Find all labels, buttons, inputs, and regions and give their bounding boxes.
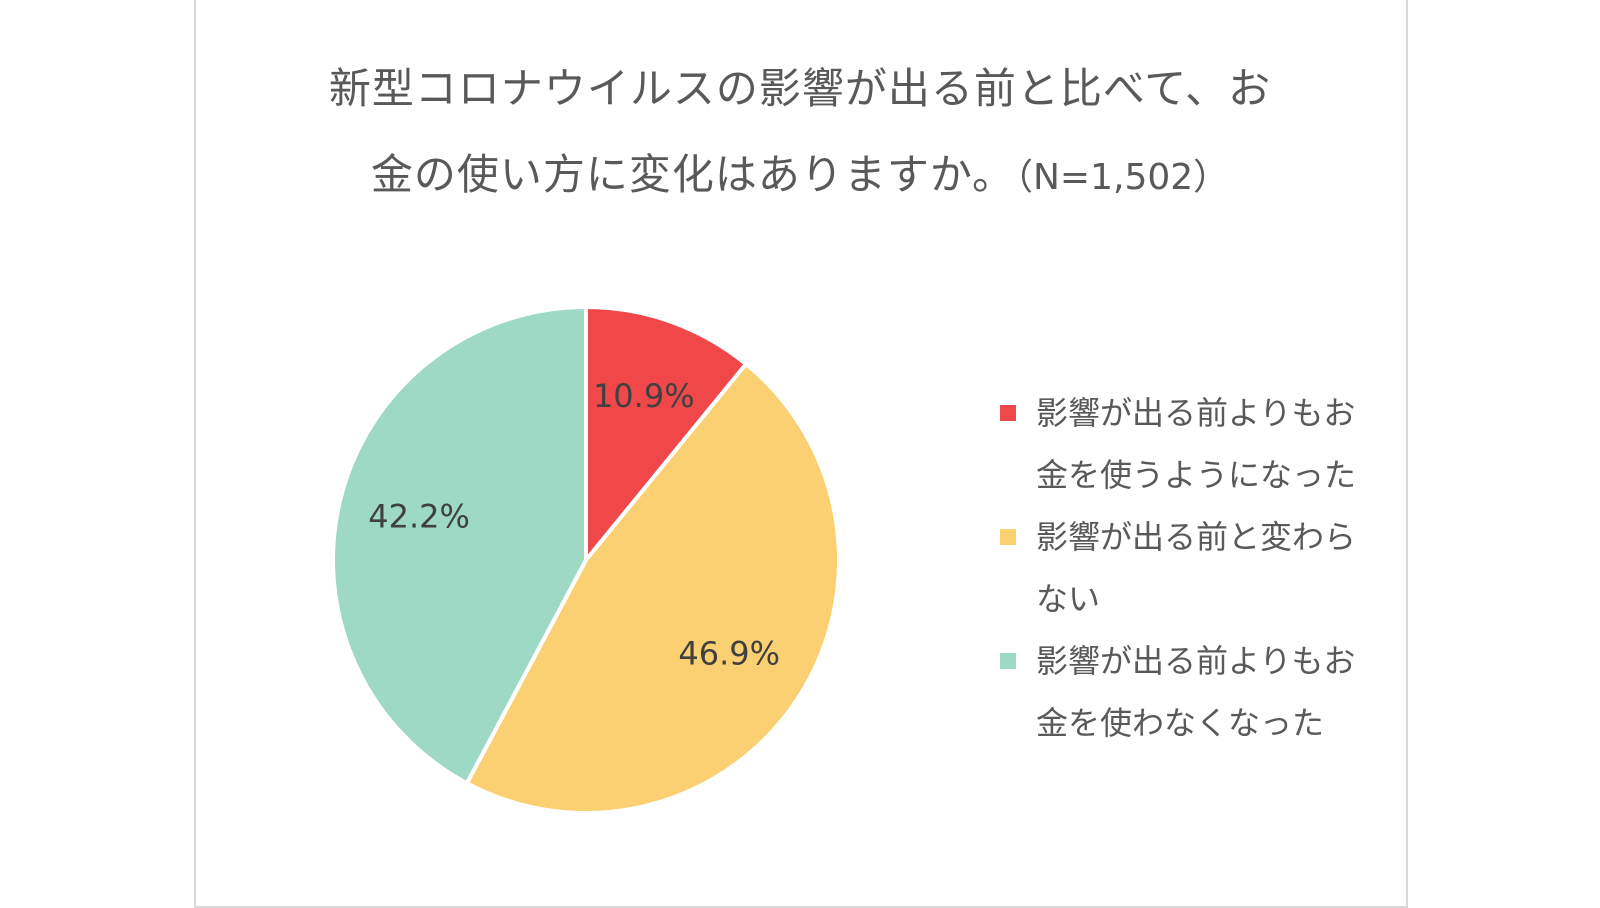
data-label-less-spending: 42.2% — [368, 497, 470, 535]
pie-slices — [331, 305, 841, 815]
chart-title-question: 金の使い方に変化はありますか。 — [370, 150, 1015, 199]
legend-swatch-no-change — [1000, 529, 1016, 545]
pie-slice-less-spending — [331, 305, 588, 786]
legend-item-no-change: 影響が出る前と変わら ない — [1000, 506, 1380, 630]
chart-title-line-1: 新型コロナウイルスの影響が出る前と比べて、お — [328, 64, 1272, 113]
pie-labels: 10.9% 46.9% 42.2% — [368, 377, 780, 672]
legend-swatch-less-spending — [1000, 653, 1016, 669]
data-label-more-spending: 10.9% — [593, 377, 695, 415]
legend-label-no-change: 影響が出る前と変わら ない — [1036, 518, 1357, 618]
chart-legend: 影響が出る前よりもお 金を使うようになった 影響が出る前と変わら ない 影響が出… — [1000, 382, 1380, 754]
legend-item-less-spending: 影響が出る前よりもお 金を使わなくなった — [1000, 630, 1380, 754]
pie-slice-more-spending — [584, 305, 749, 562]
legend-item-more-spending: 影響が出る前よりもお 金を使うようになった — [1000, 382, 1380, 506]
chart-title: 新型コロナウイルスの影響が出る前と比べて、お 金の使い方に変化はありますか。（N… — [0, 46, 1600, 221]
sample-size-label: （N=1,502） — [1015, 157, 1230, 198]
data-label-no-change: 46.9% — [678, 634, 780, 672]
legend-label-less-spending: 影響が出る前よりもお 金を使わなくなった — [1036, 642, 1356, 742]
chart-title-line-2: 金の使い方に変化はありますか。（N=1,502） — [0, 132, 1600, 221]
legend-swatch-more-spending — [1000, 405, 1016, 421]
legend-label-more-spending: 影響が出る前よりもお 金を使うようになった — [1036, 394, 1357, 494]
pie-slice-no-change — [464, 362, 841, 815]
